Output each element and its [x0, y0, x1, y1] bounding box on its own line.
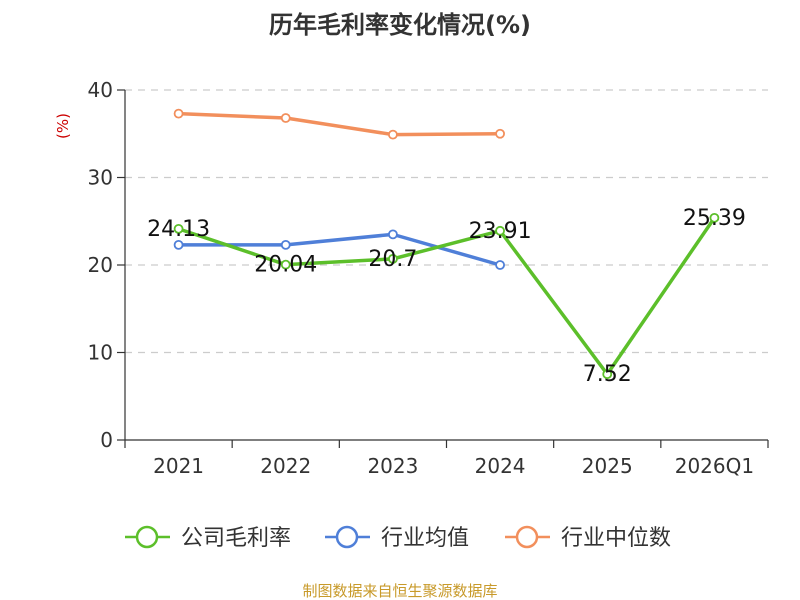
legend-marker — [335, 525, 359, 549]
data-label: 7.52 — [583, 362, 632, 387]
grid-lines — [125, 89, 768, 354]
data-labels: 24.13 20.04 20.7 23.91 7.52 25.39 — [147, 206, 746, 387]
data-point — [280, 113, 291, 123]
legend-item-2[interactable]: 行业中位数 — [505, 525, 671, 551]
data-point — [388, 253, 398, 264]
y-axis: 0 10 20 30 40 — [88, 78, 126, 452]
x-tick-label: 2024 — [475, 454, 526, 478]
legend[interactable]: 公司毛利率 行业均值 行业中位数 — [125, 525, 671, 551]
data-label: 23.91 — [469, 219, 532, 244]
series-group — [173, 108, 720, 380]
data-point — [173, 239, 184, 250]
x-tick-label: 2023 — [367, 454, 418, 478]
legend-label: 行业均值 — [381, 526, 469, 551]
data-point — [495, 260, 505, 270]
x-tick-label: 2026Q1 — [675, 454, 754, 478]
y-tick-label: 40 — [88, 78, 113, 102]
data-point — [388, 229, 398, 240]
data-label: 20.7 — [368, 247, 417, 272]
y-tick-label: 30 — [88, 166, 113, 190]
legend-label: 公司毛利率 — [181, 526, 291, 551]
x-tick-label: 2021 — [153, 454, 204, 478]
data-point — [602, 369, 613, 380]
y-tick-label: 0 — [100, 428, 113, 452]
data-point — [173, 108, 184, 119]
data-point — [280, 259, 291, 270]
y-tick-label: 10 — [88, 341, 113, 365]
data-point — [495, 225, 505, 236]
x-tick-label: 2025 — [582, 454, 633, 478]
legend-label: 行业中位数 — [561, 526, 671, 551]
legend-marker — [515, 525, 539, 549]
data-point — [280, 239, 291, 250]
source-note: 制图数据来自恒生聚源数据库 — [302, 582, 497, 600]
data-label: 25.39 — [683, 206, 746, 231]
chart-title: 历年毛利率变化情况(%) — [269, 11, 531, 39]
y-axis-unit: (%) — [54, 113, 72, 139]
series-line-0 — [178, 216, 716, 376]
data-point — [173, 223, 184, 234]
data-label: 20.04 — [254, 253, 317, 278]
y-tick-label: 20 — [88, 253, 113, 277]
data-point — [388, 129, 398, 140]
data-point — [495, 128, 505, 139]
x-tick-label: 2022 — [260, 454, 311, 478]
x-axis: 2021 2022 2023 2024 2025 2026Q1 — [124, 439, 769, 478]
series-line-1 — [178, 232, 501, 267]
legend-item-0[interactable]: 公司毛利率 — [125, 525, 291, 551]
data-point — [709, 212, 720, 223]
data-label: 24.13 — [147, 217, 210, 242]
legend-marker — [135, 525, 159, 549]
legend-item-1[interactable]: 行业均值 — [325, 525, 469, 551]
series-line-2 — [178, 111, 501, 137]
